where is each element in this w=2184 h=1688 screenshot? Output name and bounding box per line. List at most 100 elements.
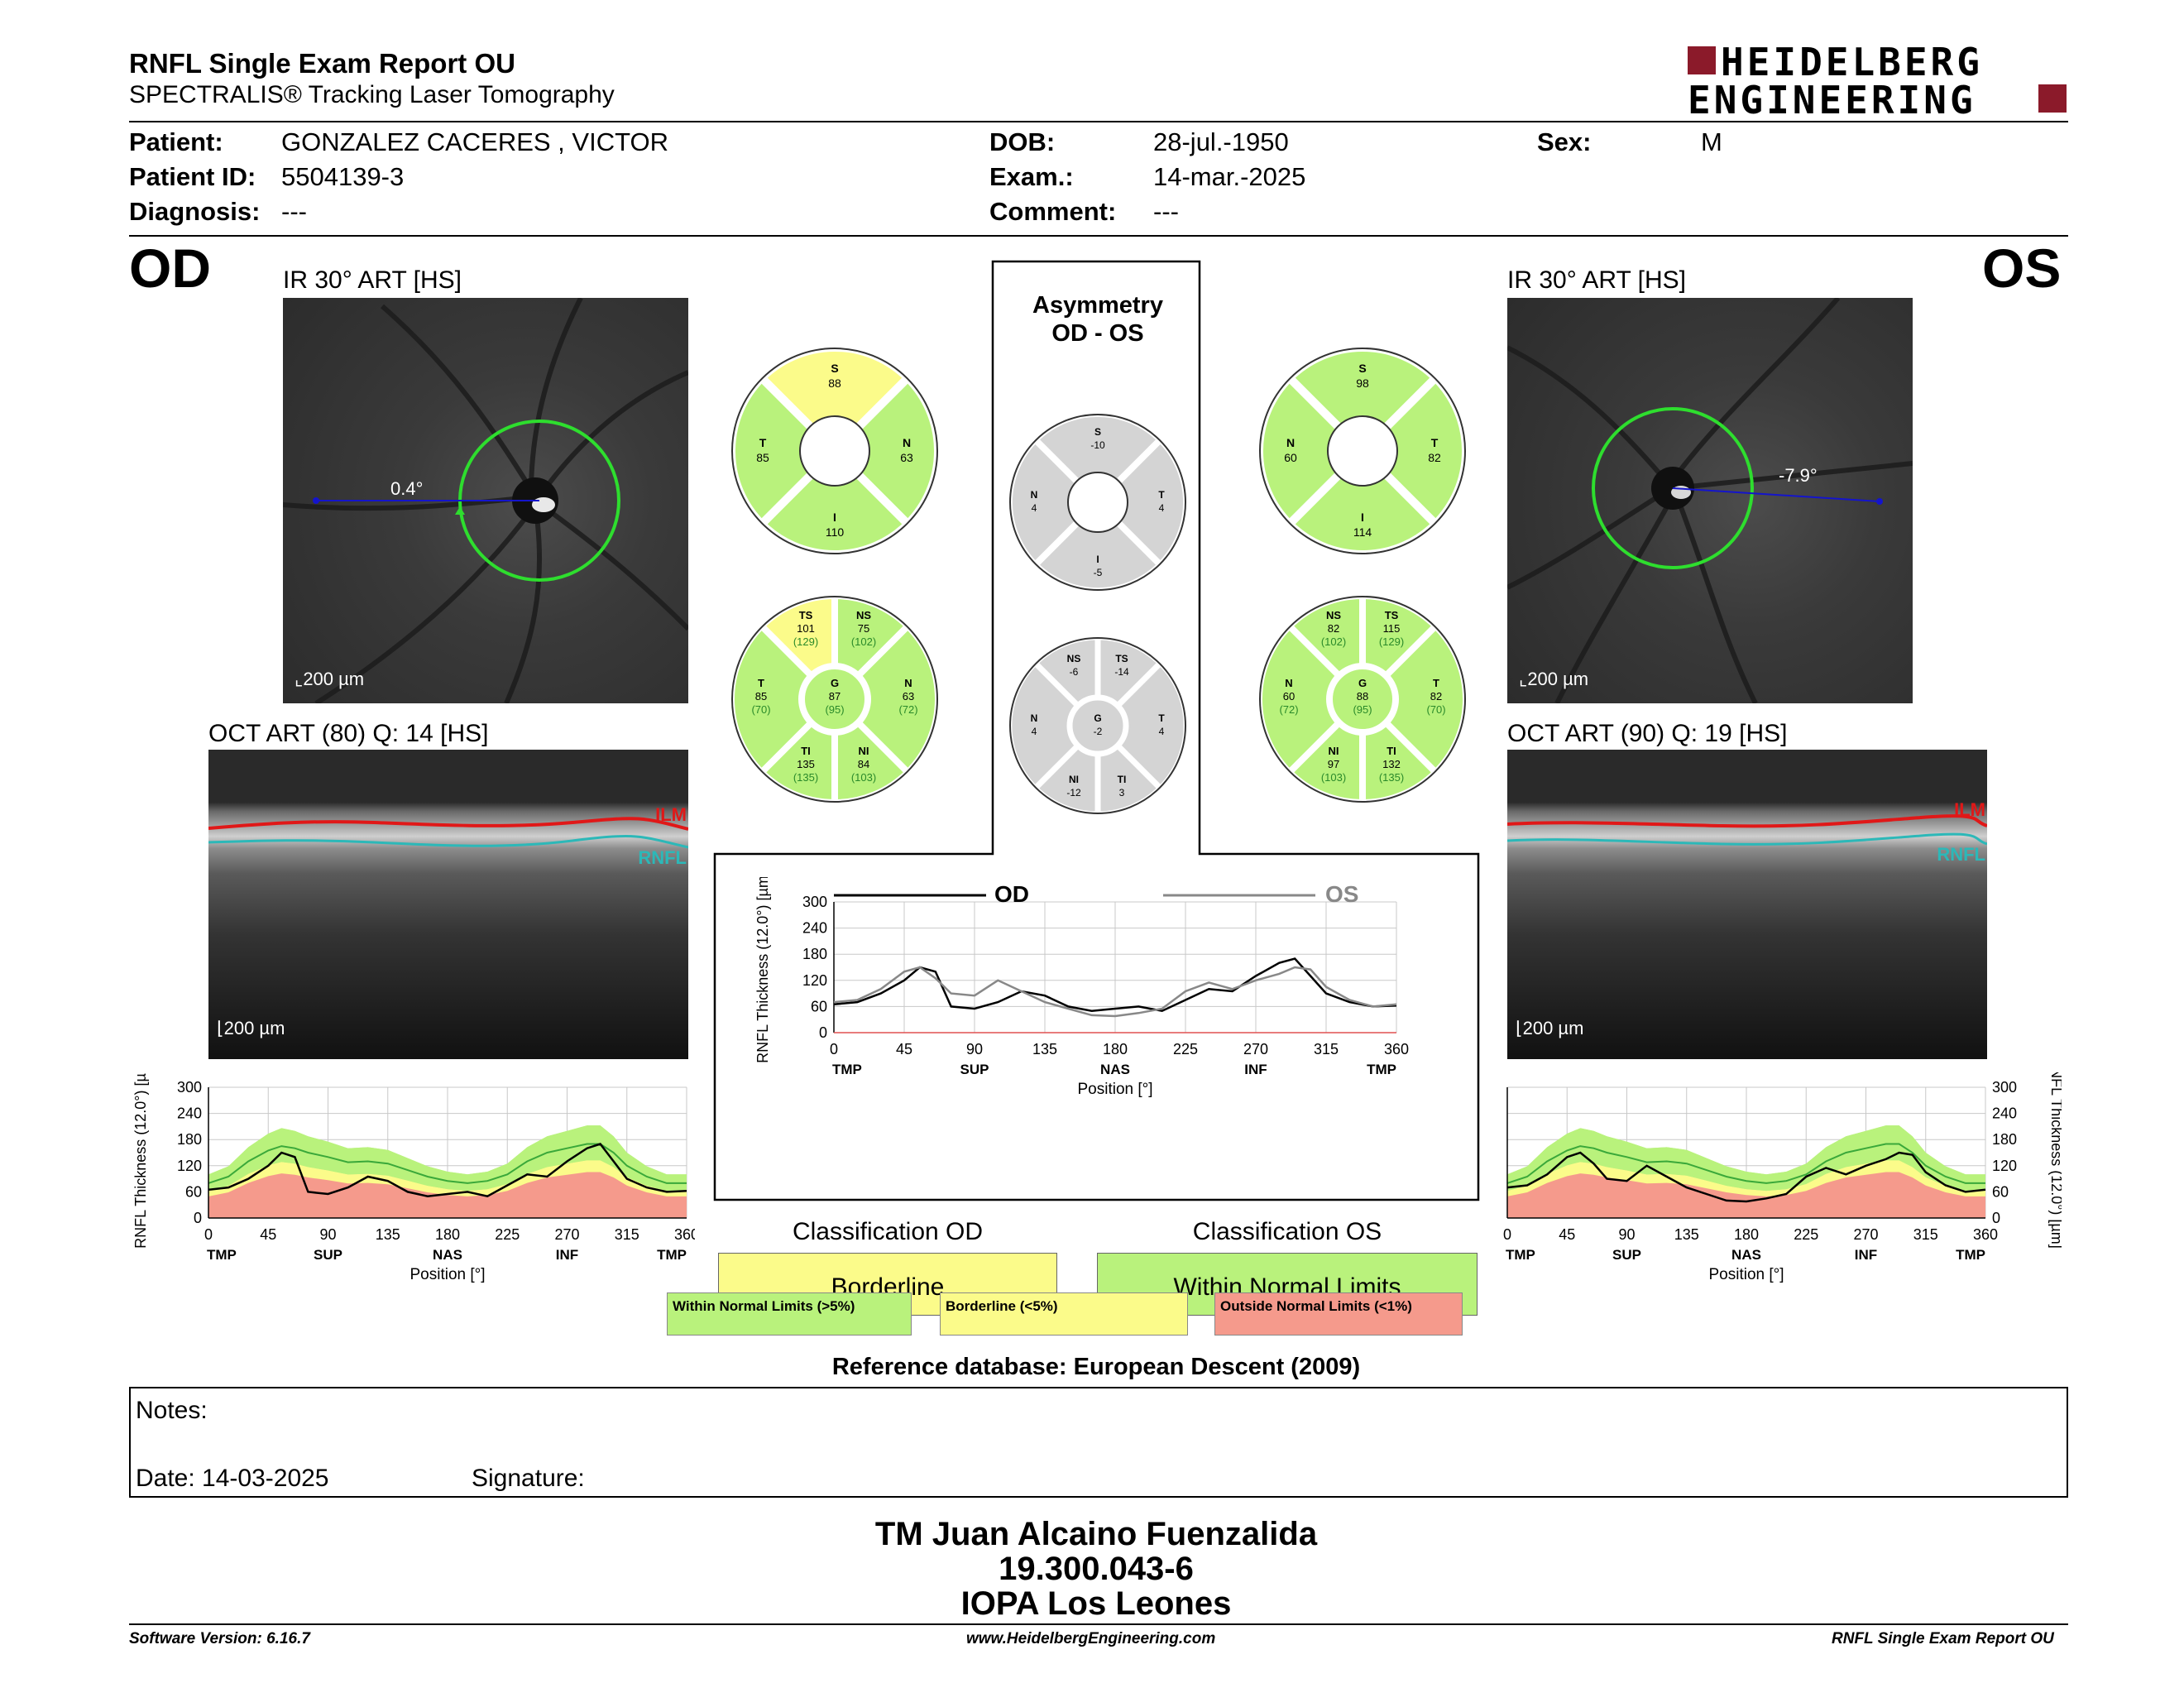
os-thickness-chart: 0 60 120 180 240 300 0 45 90 135 180 225 270 315 360 TM… [1503,1072,2062,1283]
asym-g-label: G [1094,712,1101,724]
y-tick-label: 60 [1992,1183,2009,1200]
region-label: TMP [1506,1247,1535,1263]
os-ir-label: IR 30° ART [HS] [1507,266,1686,294]
os-eye-label: OS [1982,237,2062,299]
od-ti-value: 135 [797,758,815,770]
x-tick-label: 270 [1853,1226,1878,1243]
legend-outside: Outside Normal Limits (<1%) [1214,1292,1463,1336]
x-tick-label: 90 [319,1226,336,1243]
x-axis-label: Position [°] [410,1266,485,1283]
od-ns-value: 75 [858,622,869,635]
asym-q-inferior [1030,497,1166,591]
x-tick-label: 135 [1674,1226,1699,1243]
os-n-value: 60 [1283,690,1295,703]
os-ts-value: 115 [1383,622,1401,635]
os-q-s-value: 98 [1356,376,1369,390]
x-tick-label: 135 [1032,1041,1057,1057]
y-tick-label: 300 [802,894,827,910]
asym-s-l [1009,659,1102,793]
od-ni-normal: (103) [851,771,876,784]
patient-label: Patient: [129,127,223,156]
x-tick-label: 315 [1913,1226,1938,1243]
asym-q-superior [1030,414,1166,507]
x-tick-label: 90 [1618,1226,1635,1243]
od-ti-label: TI [801,745,811,757]
od-angle-label: 0.4° [390,478,424,499]
os-t-normal: (70) [1426,703,1445,716]
asym-ni-label: NI [1069,774,1079,785]
os-ir-scale: ⌞200 µm [1519,669,1589,689]
os-ilm-label: ILM [1954,799,1985,820]
y-tick-label: 240 [802,920,827,937]
x-tick-label: 315 [1314,1041,1339,1057]
patient-divider [129,235,2068,237]
y-tick-label: 180 [1992,1131,2017,1148]
od-q-n-value: 63 [900,451,913,464]
os-q-n-label: N [1286,436,1295,449]
od-t-value: 85 [755,690,767,703]
x-tick-label: 180 [1734,1226,1759,1243]
x-tick-label: 135 [376,1226,400,1243]
y-tick-label: 0 [819,1024,827,1041]
notes-box [129,1387,2068,1498]
os-n-label: N [1285,677,1292,689]
x-tick-label: 90 [966,1041,983,1057]
normal-band-outside [1507,1172,1985,1218]
series-line-0 [208,1143,687,1198]
asymmetry-title: Asymmetry OD - OS [994,291,1201,348]
od-oct-scale-text: 200 µm [223,1018,285,1038]
os-ts-normal: (129) [1379,635,1404,648]
logo-line1: HEIDELBERG [1721,40,1983,84]
operator-id: 19.300.043-6 [999,1551,1194,1587]
exam-value: 14-mar.-2025 [1153,162,1306,191]
y-tick-label: 0 [194,1210,202,1226]
series-line-od [833,957,1397,1013]
dob-value: 28-jul.-1950 [1153,127,1289,156]
asym-ns-value: -6 [1070,666,1079,678]
asym-q-s-value: -10 [1090,439,1105,451]
os-oct-layers [1507,814,1987,846]
notes-label: Notes: [136,1397,208,1424]
asym-q-n-value: 4 [1032,502,1037,514]
od-quadrant-chart: S 88 N 63 I 110 T 85 [731,348,938,554]
operator-place: IOPA Los Leones [960,1585,1232,1622]
os-oct-label: OCT ART (90) Q: 19 [HS] [1507,720,1788,747]
os-ni-label: NI [1329,745,1339,757]
y-tick-label: 120 [1992,1158,2017,1174]
legend-od-label: OD [994,881,1029,907]
os-ns-label: NS [1326,609,1341,621]
x-tick-label: 360 [674,1226,695,1243]
os-oct-scale-text: 200 µm [1522,1018,1584,1038]
os-ts-label: TS [1385,609,1399,621]
comment-value: --- [1153,197,1179,226]
x-tick-label: 45 [1559,1226,1575,1243]
x-tick-label: 0 [1503,1226,1511,1243]
y-tick-label: 180 [802,946,827,962]
patient-id-label: Patient ID: [129,162,256,191]
region-label: NAS [1731,1247,1761,1263]
os-q-i-value: 114 [1353,525,1372,539]
od-q-s-label: S [831,362,838,375]
region-label: INF [1244,1062,1267,1077]
od-eye-label: OD [129,237,211,299]
asym-n-value: 4 [1032,726,1037,737]
os-sector-chart: NS 82 (102) TS 115 (129) N 60 (72) G 88 … [1259,596,1466,803]
logo-line2: ENGINEERING [1688,78,1976,122]
os-oct-image: ILM RNFL ⌊200 µm [1507,750,1987,1059]
asym-ts-label: TS [1115,653,1128,664]
od-oct-label: OCT ART (80) Q: 14 [HS] [208,720,489,747]
od-sector-chart: TS 101 (129) NS 75 (102) T 85 (70) G 87 … [731,596,938,803]
x-tick-label: 360 [1973,1226,1998,1243]
od-thickness-chart: 0 60 120 180 240 300 0 45 90 135 180 225 270 315 360 TM… [132,1072,695,1283]
y-tick-label: 300 [177,1079,202,1096]
comment-label: Comment: [989,197,1117,226]
x-tick-label: 315 [615,1226,639,1243]
os-ir-scale-text: 200 µm [1527,669,1589,689]
asym-q-right [1093,434,1186,570]
asym-q-s-label: S [1094,426,1101,438]
asym-q-i-label: I [1096,554,1099,565]
region-label: SUP [960,1062,989,1077]
od-oct-layers [208,817,688,849]
x-tick-label: 225 [495,1226,520,1243]
operator-name: TM Juan Alcaino Fuenzalida [874,1516,1318,1552]
